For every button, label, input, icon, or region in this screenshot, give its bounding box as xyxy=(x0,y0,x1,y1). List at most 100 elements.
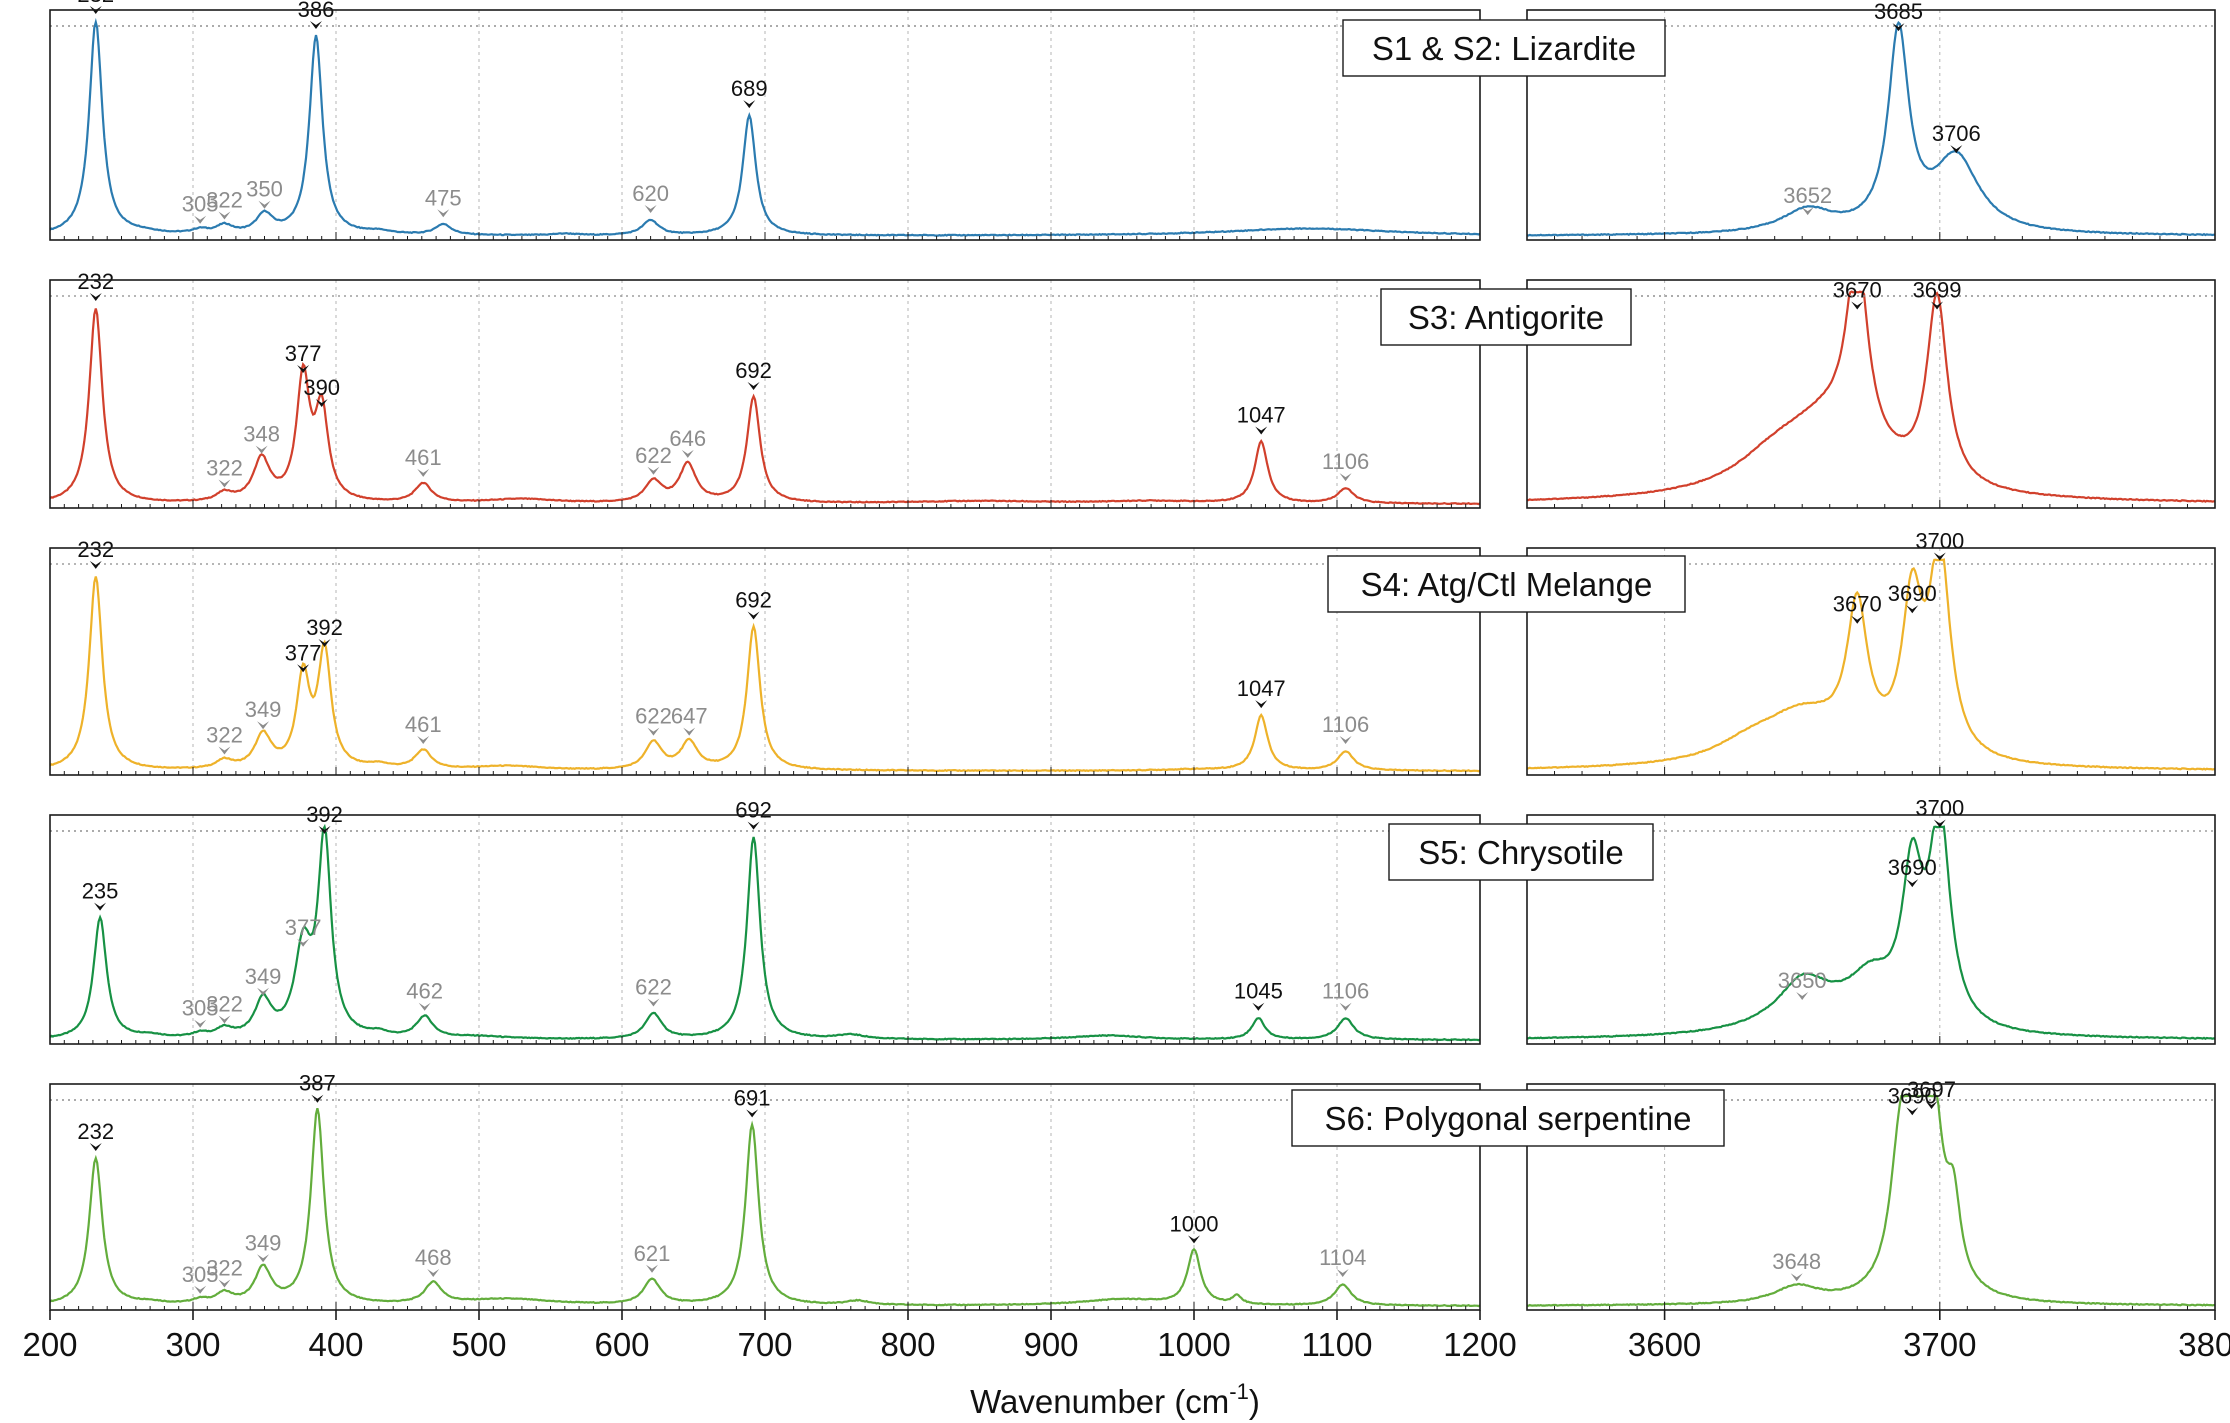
spectrum-line-left xyxy=(49,1107,1481,1308)
peak-label: 305 xyxy=(182,192,219,217)
panel-title: S5: Chrysotile xyxy=(1418,834,1623,871)
peak-label: 322 xyxy=(206,456,243,481)
peak-marker xyxy=(1801,207,1814,216)
peak-marker xyxy=(1906,605,1919,614)
peak-label: 1106 xyxy=(1322,712,1369,737)
x-tick-label: 300 xyxy=(165,1326,220,1363)
x-axis: 200 300 400 500 600 700 800 900 1000 1100 1200 3600… xyxy=(22,1310,2230,1420)
peak-label: 392 xyxy=(306,615,343,640)
peak-label: 3685 xyxy=(1874,0,1923,24)
spectrum-line-left xyxy=(49,17,1481,237)
peak-marker xyxy=(647,466,660,475)
x-tick-label: 400 xyxy=(308,1326,363,1363)
peak-label: 3690 xyxy=(1888,855,1937,880)
panel-frame-right xyxy=(1526,1083,2216,1311)
peak-marker xyxy=(94,902,107,911)
peak-label: 3670 xyxy=(1833,277,1882,302)
peak-marker xyxy=(681,449,694,458)
peak-marker xyxy=(89,292,102,301)
peak-marker xyxy=(1796,992,1809,1001)
peak-marker xyxy=(1188,1235,1200,1244)
peak-marker xyxy=(1892,23,1905,32)
peak-label: 1104 xyxy=(1319,1245,1366,1270)
peak-label: 232 xyxy=(77,269,114,294)
peak-marker xyxy=(747,382,760,390)
peak-marker xyxy=(311,1094,324,1103)
peak-marker xyxy=(1906,1107,1919,1116)
x-tick-label: 200 xyxy=(22,1326,77,1363)
peak-label: 377 xyxy=(285,341,322,366)
peak-marker xyxy=(747,611,760,620)
peak-marker xyxy=(646,1264,659,1273)
spectrum-line-left xyxy=(49,823,1481,1042)
peak-label: 349 xyxy=(245,1230,282,1255)
x-tick-label: 1000 xyxy=(1157,1326,1230,1363)
peak-label: 475 xyxy=(425,185,462,210)
peak-label: 3690 xyxy=(1888,581,1937,606)
peak-marker xyxy=(297,365,310,374)
x-tick-label: 3700 xyxy=(1903,1326,1976,1363)
peak-marker xyxy=(89,1143,102,1151)
peak-label: 350 xyxy=(246,177,283,202)
peak-label: 349 xyxy=(245,964,282,989)
peak-label: 349 xyxy=(245,697,282,722)
peak-label: 305 xyxy=(182,996,219,1021)
peak-marker xyxy=(1339,736,1352,745)
peak-marker xyxy=(1906,879,1919,888)
peak-marker xyxy=(644,205,657,214)
peak-marker xyxy=(315,398,328,407)
x-tick-label: 3600 xyxy=(1628,1326,1701,1363)
peak-label: 377 xyxy=(285,640,322,665)
peak-marker xyxy=(1933,819,1946,828)
peak-marker xyxy=(1339,1002,1352,1011)
peak-marker xyxy=(417,468,430,477)
peak-label: 232 xyxy=(77,537,114,562)
peak-label: 235 xyxy=(82,879,119,904)
peak-marker xyxy=(1339,473,1352,482)
panel-title: S6: Polygonal serpentine xyxy=(1325,1100,1692,1137)
peak-marker xyxy=(257,721,270,730)
peak-marker xyxy=(417,736,430,745)
peak-marker xyxy=(746,1109,759,1118)
peak-marker xyxy=(647,998,660,1007)
x-tick-label: 700 xyxy=(737,1326,792,1363)
peak-marker xyxy=(1851,615,1864,624)
peak-label: 689 xyxy=(731,76,768,101)
peak-marker xyxy=(318,825,331,834)
peak-label: 386 xyxy=(298,0,335,22)
panel-title-box xyxy=(1291,1089,1725,1147)
peak-marker xyxy=(194,1019,207,1028)
peak-marker xyxy=(297,938,310,947)
panel-frame-right xyxy=(1526,279,2216,509)
peak-marker xyxy=(218,746,231,755)
peak-label: 468 xyxy=(415,1245,452,1270)
peak-label: 1047 xyxy=(1237,403,1286,428)
peak-label: 3700 xyxy=(1915,528,1964,553)
peak-marker xyxy=(297,664,310,673)
peak-label: 3648 xyxy=(1772,1249,1821,1274)
peak-marker xyxy=(1851,301,1864,310)
peak-label: 622 xyxy=(635,974,672,999)
peak-marker xyxy=(427,1269,440,1277)
peak-label: 3652 xyxy=(1783,183,1832,208)
peak-marker xyxy=(257,987,270,996)
peak-label: 322 xyxy=(206,187,243,212)
panel-title: S1 & S2: Lizardite xyxy=(1372,30,1636,67)
peak-marker xyxy=(255,445,268,454)
peak-marker xyxy=(683,727,696,736)
x-tick-label: 1200 xyxy=(1443,1326,1516,1363)
peak-label: 387 xyxy=(299,1071,336,1096)
peak-label: 622 xyxy=(635,443,672,468)
peak-label: 1106 xyxy=(1322,979,1369,1004)
peak-label: 461 xyxy=(405,445,442,470)
spectrum-line-right xyxy=(1526,1094,2216,1307)
peak-marker xyxy=(258,200,271,209)
peak-marker xyxy=(89,560,102,569)
peak-label: 620 xyxy=(632,181,669,206)
peak-label: 232 xyxy=(77,0,114,7)
peak-label: 692 xyxy=(735,588,772,613)
peak-marker xyxy=(218,1015,231,1024)
